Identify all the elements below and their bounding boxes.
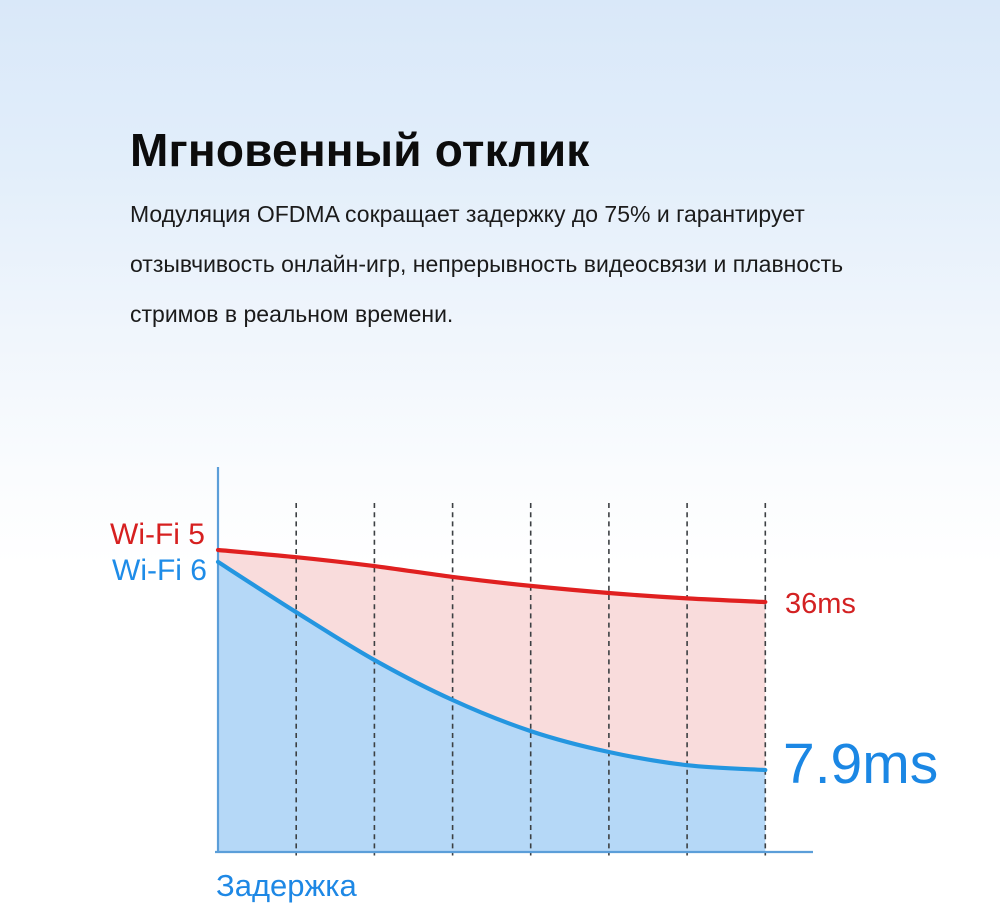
body-copy: Модуляция OFDMA сокращает задержку до 75… xyxy=(130,199,930,349)
wifi6-curve xyxy=(215,559,768,773)
series-label-wifi6: Wi-Fi 6 xyxy=(112,554,207,587)
wifi6-area xyxy=(218,561,766,851)
end-value-wifi5: 36ms xyxy=(785,588,856,620)
body-line: отзывчивость онлайн-игр, непрерывность в… xyxy=(130,251,844,277)
series-label-wifi5: Wi-Fi 5 xyxy=(110,518,205,551)
x-axis-label: Задержка xyxy=(216,868,357,903)
wifi5-area xyxy=(218,550,766,770)
body-line: Модуляция OFDMA сокращает задержку до 75… xyxy=(130,201,805,227)
end-value-wifi6: 7.9ms xyxy=(783,732,939,796)
body-line: стримов в реальном времени. xyxy=(130,301,454,327)
page-title: Мгновенный отклик xyxy=(130,123,590,176)
wifi5-curve xyxy=(215,547,768,605)
